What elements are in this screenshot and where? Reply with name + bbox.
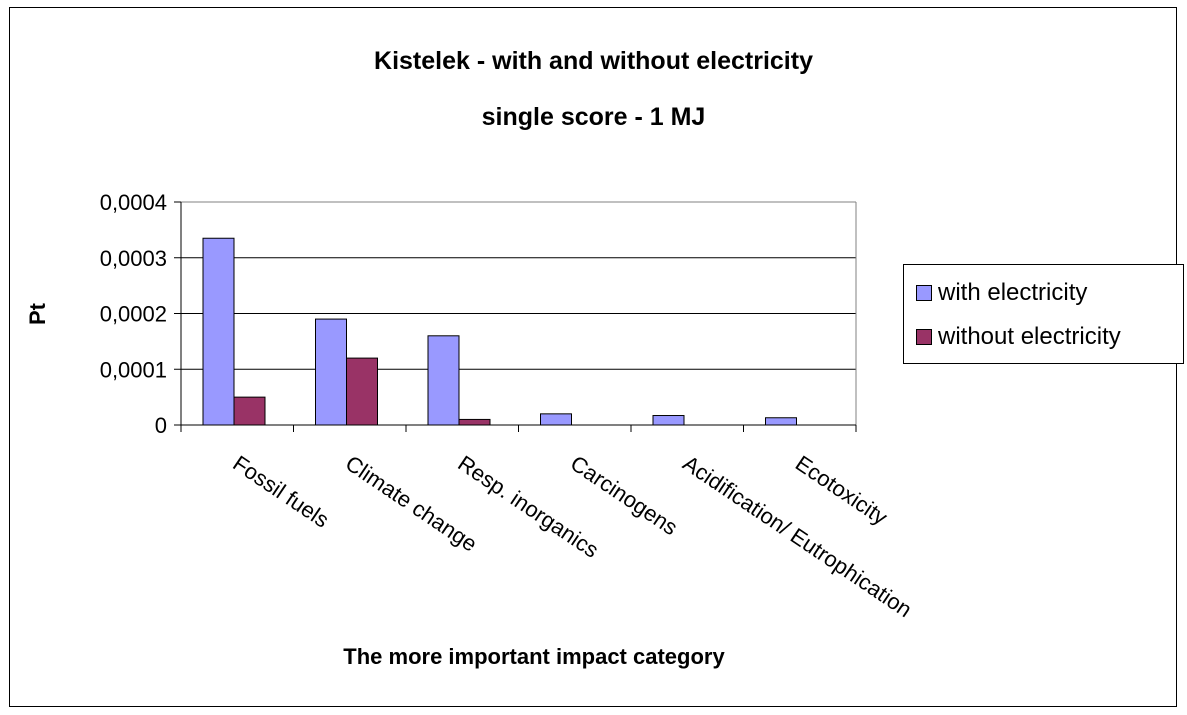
legend-swatch-without-electricity: [916, 329, 932, 345]
bar-without-electricity: [458, 418, 491, 426]
legend-label-with-electricity: with electricity: [938, 279, 1088, 306]
legend-swatch-with-electricity: [916, 285, 932, 301]
legend-item-without-electricity: without electricity: [916, 323, 1121, 351]
chart-legend: with electricity without electricity: [903, 264, 1184, 364]
x-tick-label: Fossil fuels: [228, 450, 333, 532]
bar-without-electricity: [346, 357, 378, 426]
bar-with-electricity: [202, 237, 235, 426]
y-tick-label: 0,0003: [100, 246, 167, 271]
legend-item-with-electricity: with electricity: [916, 279, 1087, 307]
bar-with-electricity: [765, 417, 797, 426]
bar-with-electricity: [427, 335, 460, 426]
legend-label-without-electricity: without electricity: [938, 323, 1121, 350]
x-tick-label: Ecotoxicity: [791, 450, 892, 530]
bar-without-electricity: [233, 396, 266, 426]
y-tick-label: 0: [155, 413, 167, 438]
bar-with-electricity: [652, 415, 685, 426]
chart-subtitle: single score - 1 MJ: [481, 103, 706, 131]
x-axis-title: The more important impact category: [343, 644, 725, 669]
y-tick-label: 0,0002: [100, 302, 167, 327]
y-tick-label: 0,0004: [100, 190, 167, 215]
bar-with-electricity: [540, 413, 572, 426]
x-tick-label: Carcinogens: [566, 450, 682, 540]
y-axis-title: Pt: [25, 302, 50, 325]
y-tick-label: 0,0001: [100, 357, 167, 382]
bar-with-electricity: [315, 318, 347, 426]
x-tick-label: Acidification/ Eutrophication: [678, 450, 916, 622]
chart-title: Kistelek - with and without electricity: [374, 47, 813, 75]
